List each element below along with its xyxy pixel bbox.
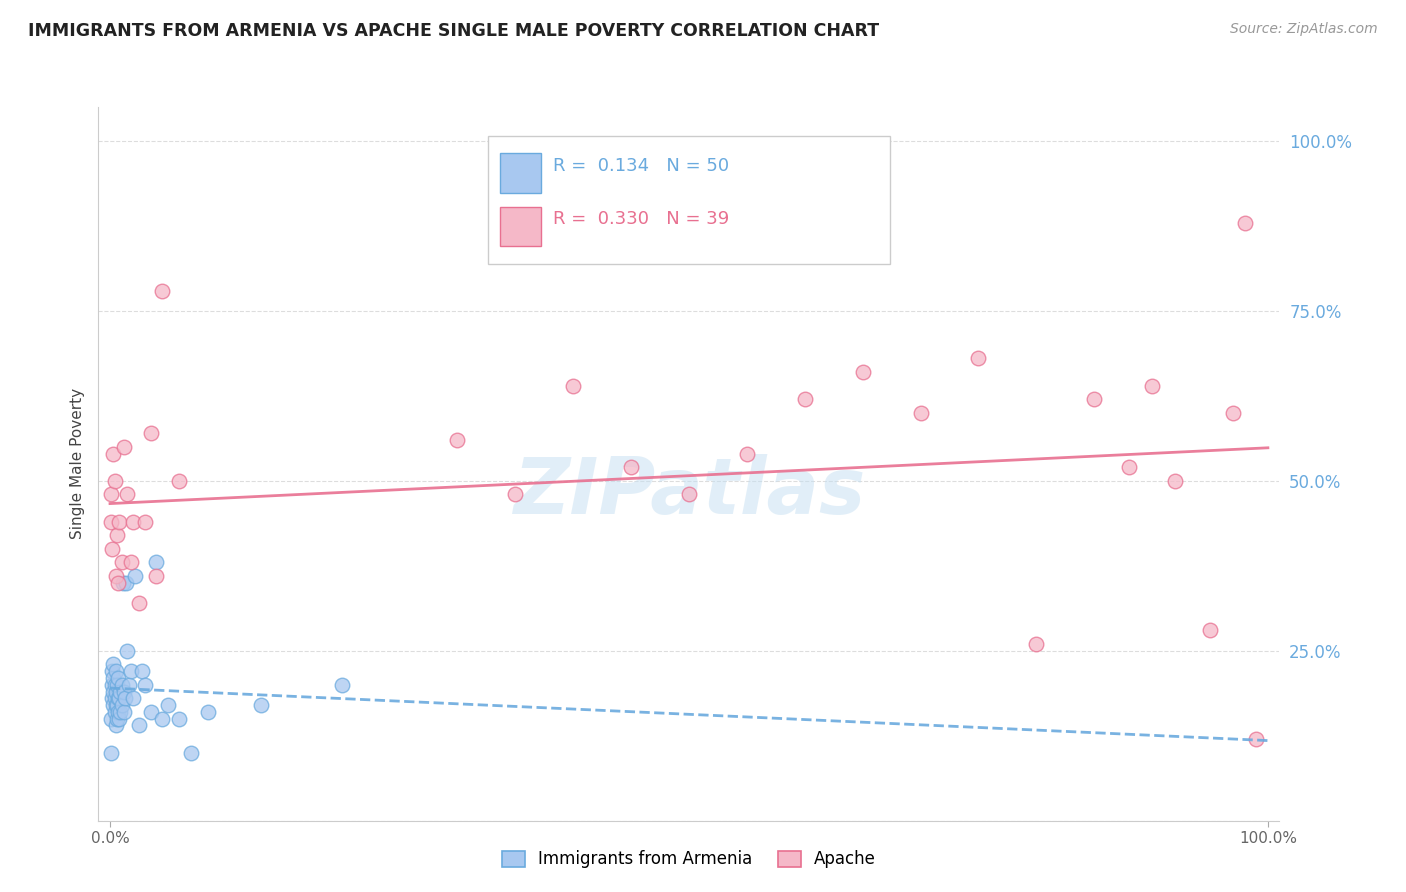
Point xyxy=(104,698,127,712)
FancyBboxPatch shape xyxy=(488,136,890,264)
Point xyxy=(124,569,146,583)
Point xyxy=(131,664,153,678)
Point xyxy=(180,746,202,760)
Point xyxy=(105,678,128,692)
Point xyxy=(110,698,132,712)
Text: ZIPatlas: ZIPatlas xyxy=(513,454,865,531)
Point xyxy=(128,718,150,732)
Point xyxy=(114,691,136,706)
Point xyxy=(735,447,758,461)
Point xyxy=(120,555,142,569)
Point xyxy=(103,447,125,461)
Point xyxy=(111,575,134,590)
Point xyxy=(134,515,156,529)
Point xyxy=(110,678,132,692)
Text: R =  0.330   N = 39: R = 0.330 N = 39 xyxy=(553,211,730,228)
Point xyxy=(104,474,127,488)
Point xyxy=(1222,406,1244,420)
Point xyxy=(108,691,131,706)
Point xyxy=(101,664,124,678)
Point xyxy=(1083,392,1105,407)
Point xyxy=(139,426,162,441)
Point xyxy=(117,644,139,658)
Point xyxy=(139,705,162,719)
Point xyxy=(103,684,125,698)
Point xyxy=(105,528,128,542)
Point xyxy=(110,684,132,698)
Point xyxy=(134,678,156,692)
Point xyxy=(169,712,191,726)
Point xyxy=(101,678,124,692)
Point xyxy=(101,691,124,706)
Point xyxy=(678,487,700,501)
Point xyxy=(100,515,122,529)
Point xyxy=(122,515,145,529)
Point xyxy=(1140,378,1163,392)
Legend: Immigrants from Armenia, Apache: Immigrants from Armenia, Apache xyxy=(494,842,884,877)
Point xyxy=(104,718,127,732)
Point xyxy=(104,705,127,719)
Point xyxy=(107,691,129,706)
Point xyxy=(620,460,643,475)
Point xyxy=(104,569,127,583)
Point xyxy=(1199,624,1222,638)
Point xyxy=(150,712,173,726)
Point xyxy=(852,365,875,379)
Point xyxy=(105,712,128,726)
Point xyxy=(120,664,142,678)
Point xyxy=(793,392,815,407)
Point xyxy=(1164,474,1187,488)
Point xyxy=(100,746,122,760)
Point xyxy=(112,684,135,698)
Point xyxy=(105,698,128,712)
Point xyxy=(197,705,219,719)
Point xyxy=(112,705,135,719)
Y-axis label: Single Male Poverty: Single Male Poverty xyxy=(70,388,86,540)
Point xyxy=(1118,460,1140,475)
Point xyxy=(100,487,122,501)
Point xyxy=(503,487,526,501)
Point xyxy=(330,678,353,692)
Point xyxy=(108,515,131,529)
Point xyxy=(1233,216,1256,230)
Point xyxy=(103,698,125,712)
Point xyxy=(107,671,129,685)
Text: R =  0.134   N = 50: R = 0.134 N = 50 xyxy=(553,157,730,175)
Text: Source: ZipAtlas.com: Source: ZipAtlas.com xyxy=(1230,22,1378,37)
Point xyxy=(967,351,990,366)
Text: IMMIGRANTS FROM ARMENIA VS APACHE SINGLE MALE POVERTY CORRELATION CHART: IMMIGRANTS FROM ARMENIA VS APACHE SINGLE… xyxy=(28,22,879,40)
Point xyxy=(128,596,150,610)
Point xyxy=(100,712,122,726)
Bar xyxy=(501,207,541,246)
Point xyxy=(104,691,127,706)
Point xyxy=(1246,732,1268,747)
Point xyxy=(117,487,139,501)
Point xyxy=(117,678,139,692)
Point xyxy=(910,406,932,420)
Point xyxy=(112,440,135,454)
Point xyxy=(110,555,132,569)
Bar xyxy=(501,153,541,193)
Point xyxy=(169,474,191,488)
Point xyxy=(122,691,145,706)
Point xyxy=(145,555,167,569)
Point xyxy=(150,284,173,298)
Point xyxy=(562,378,585,392)
Point xyxy=(104,678,127,692)
Point xyxy=(104,664,127,678)
Point xyxy=(103,671,125,685)
Point xyxy=(107,575,129,590)
Point xyxy=(1025,637,1047,651)
Point xyxy=(249,698,271,712)
Point xyxy=(446,433,468,447)
Point xyxy=(110,705,132,719)
Point xyxy=(145,569,167,583)
Point xyxy=(103,657,125,672)
Point xyxy=(104,684,127,698)
Point xyxy=(101,541,124,556)
Point xyxy=(115,575,138,590)
Point xyxy=(107,705,129,719)
Point xyxy=(108,712,131,726)
Point xyxy=(156,698,179,712)
